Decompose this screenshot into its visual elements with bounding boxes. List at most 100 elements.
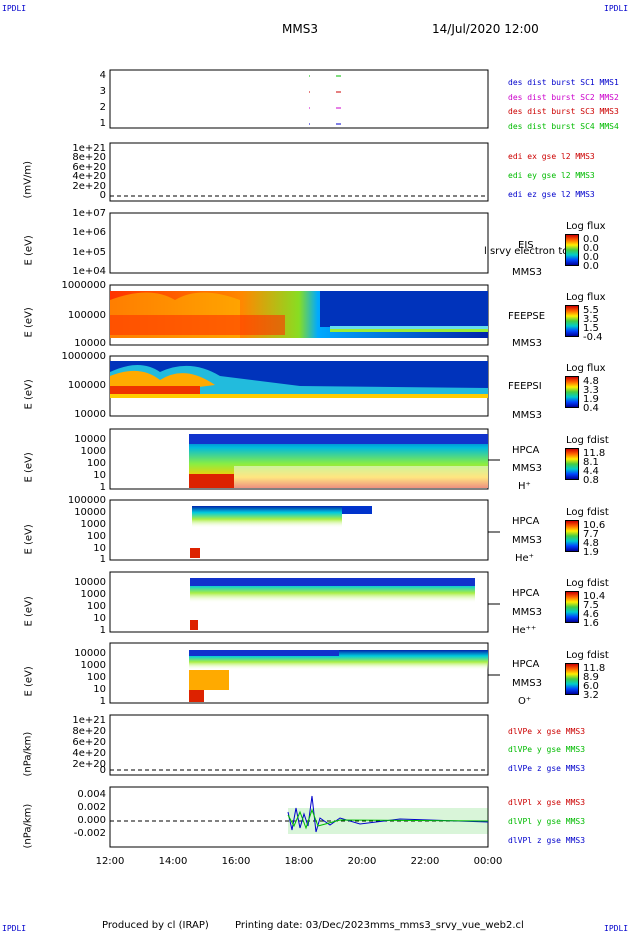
legend-edi-ey: edi ey gse l2 MMS3 [508, 171, 595, 180]
hpca-o-sc-label: MMS3 [512, 678, 542, 689]
hpca-hepp-tick: 1000 [80, 589, 106, 600]
eis-overlay-label: l srvy electron to [484, 246, 569, 257]
hpca-h-tick: 1 [99, 482, 106, 493]
hpca-h-tick: 1000 [80, 446, 106, 457]
eis-cb-title: Log flux [566, 221, 606, 232]
hpca-o-cb-values: 11.8 8.9 6.0 3.2 [583, 663, 606, 701]
feepse-tick: 1000000 [61, 280, 106, 291]
eis-ylabel: E (eV) [23, 235, 35, 266]
hpca-hepp-cb-title: Log fdist [566, 578, 609, 589]
eis-tick: 1e+07 [72, 208, 106, 219]
legend-divpi-x: dlVPl x gse MMS3 [508, 798, 586, 807]
plot-datetime: 14/Jul/2020 12:00 [432, 22, 539, 36]
legend-divpi-z: dlVPl z gse MMS3 [508, 836, 586, 845]
hpca-he-tick: 100 [86, 531, 106, 542]
corner-mark-bl: IPDLI [2, 924, 27, 933]
feepse-spectrogram [110, 291, 488, 338]
edi-tick: 2e+20 [72, 181, 106, 192]
x-tick: 14:00 [158, 856, 188, 867]
panel-hpca-hepp-frame [109, 571, 489, 633]
hpca-hepp-tick: 10000 [74, 577, 106, 588]
feepsi-tick: 1000000 [61, 351, 106, 362]
divpe-tick: 1e+21 [72, 715, 106, 726]
panel-eis-frame [109, 212, 489, 274]
legend-divpe-x: dlVPe x gse MMS3 [508, 727, 586, 736]
corner-mark-tl: IPDLI [2, 4, 27, 13]
eis-cb-values: 0.0 0.0 0.0 0.0 [583, 234, 599, 272]
legend-edi-ez: edi ez gse l2 MMS3 [508, 190, 595, 199]
footer-script: mms_mms3_srvy_vue_web2.cl [370, 920, 524, 931]
eis-tick: 1e+05 [72, 247, 106, 258]
hpca-he-cb-values: 10.6 7.7 4.8 1.9 [583, 520, 606, 558]
x-tick: 16:00 [221, 856, 251, 867]
divpi-traces [287, 795, 489, 834]
eis-tick: 1e+06 [72, 227, 106, 238]
hpca-h-cb-values: 11.8 8.1 4.4 0.8 [583, 448, 606, 486]
divpe-tick: 8e+20 [72, 726, 106, 737]
eis-label: EIS [518, 240, 534, 251]
hpca-o-tick: 100 [86, 672, 106, 683]
hpca-he-colorbar [565, 520, 579, 552]
footer-producer: Produced by cl (IRAP) [102, 920, 209, 931]
hpca-o-species: O⁺ [518, 696, 532, 707]
hpca-hepp-sc-label: MMS3 [512, 607, 542, 618]
hpca-h-tick: 10000 [74, 434, 106, 445]
hpca-he-tick: 1000 [80, 519, 106, 530]
hpca-hepp-spectrogram [190, 578, 475, 630]
hpca-o-spectrogram [189, 650, 488, 702]
divpi-tick: 0.002 [77, 802, 106, 813]
burst-tick: 2 [99, 102, 106, 113]
hpca-h-tick: 100 [86, 458, 106, 469]
edi-tick: 1e+21 [72, 143, 106, 154]
burst-tick: 1 [99, 118, 106, 129]
edi-tick: 8e+20 [72, 152, 106, 163]
panel-divpe-frame [109, 714, 489, 776]
x-tick: 00:00 [473, 856, 503, 867]
feepse-tick: 10000 [74, 338, 106, 349]
x-tick: 20:00 [347, 856, 377, 867]
feepse-colorbar [565, 305, 579, 337]
eis-tick: 1e+04 [72, 266, 106, 277]
hpca-o-colorbar [565, 663, 579, 695]
hpca-h-sc-label: MMS3 [512, 463, 542, 474]
panel-edi-frame [109, 142, 489, 202]
hpca-he-tick: 1 [99, 554, 106, 565]
panel-hpca-he-frame [109, 499, 489, 561]
hpca-o-tick: 1000 [80, 660, 106, 671]
divpe-tick: 6e+20 [72, 737, 106, 748]
hpca-he-tick: 100000 [67, 495, 106, 506]
feepsi-tick: 100000 [67, 380, 106, 391]
feepse-cb-title: Log flux [566, 292, 606, 303]
feepsi-tick: 10000 [74, 409, 106, 420]
hpca-he-species: He⁺ [515, 553, 534, 564]
hpca-o-tick: 10 [93, 684, 106, 695]
divpi-tick: -0.002 [73, 828, 106, 839]
corner-mark-br: IPDLI [604, 924, 629, 933]
feepsi-cb-values: 4.8 3.3 1.9 0.4 [583, 376, 599, 414]
eis-sc-label: MMS3 [512, 267, 542, 278]
legend-edi-ex: edi ex gse l2 MMS3 [508, 152, 595, 161]
hpca-hepp-tick: 100 [86, 601, 106, 612]
panel-burst-frame [109, 69, 489, 129]
feepse-cb-values: 5.5 3.5 1.5 -0.4 [583, 305, 603, 343]
corner-mark-tr: IPDLI [604, 4, 629, 13]
hpca-o-cb-title: Log fdist [566, 650, 609, 661]
hpca-he-cb-title: Log fdist [566, 507, 609, 518]
hpca-h-colorbar [565, 448, 579, 480]
feepse-tick: 100000 [67, 310, 106, 321]
feepsi-spectrogram [110, 361, 488, 398]
hpca-hepp-tick: 10 [93, 613, 106, 624]
divpi-tick: 0.000 [77, 815, 106, 826]
plot-title: MMS3 [282, 22, 318, 36]
hpca-he-label: HPCA [512, 516, 540, 527]
feepse-label: FEEPSE [508, 311, 546, 322]
hpca-hepp-label: HPCA [512, 588, 540, 599]
edi-tick: 6e+20 [72, 162, 106, 173]
hpca-h-label: HPCA [512, 445, 540, 456]
panel-divpi-frame [109, 786, 489, 848]
hpca-he-spectrogram [190, 506, 372, 558]
hpca-he-tick: 10 [93, 543, 106, 554]
hpca-h-cb-title: Log fdist [566, 435, 609, 446]
hpca-hepp-cb-values: 10.4 7.5 4.6 1.6 [583, 591, 606, 629]
